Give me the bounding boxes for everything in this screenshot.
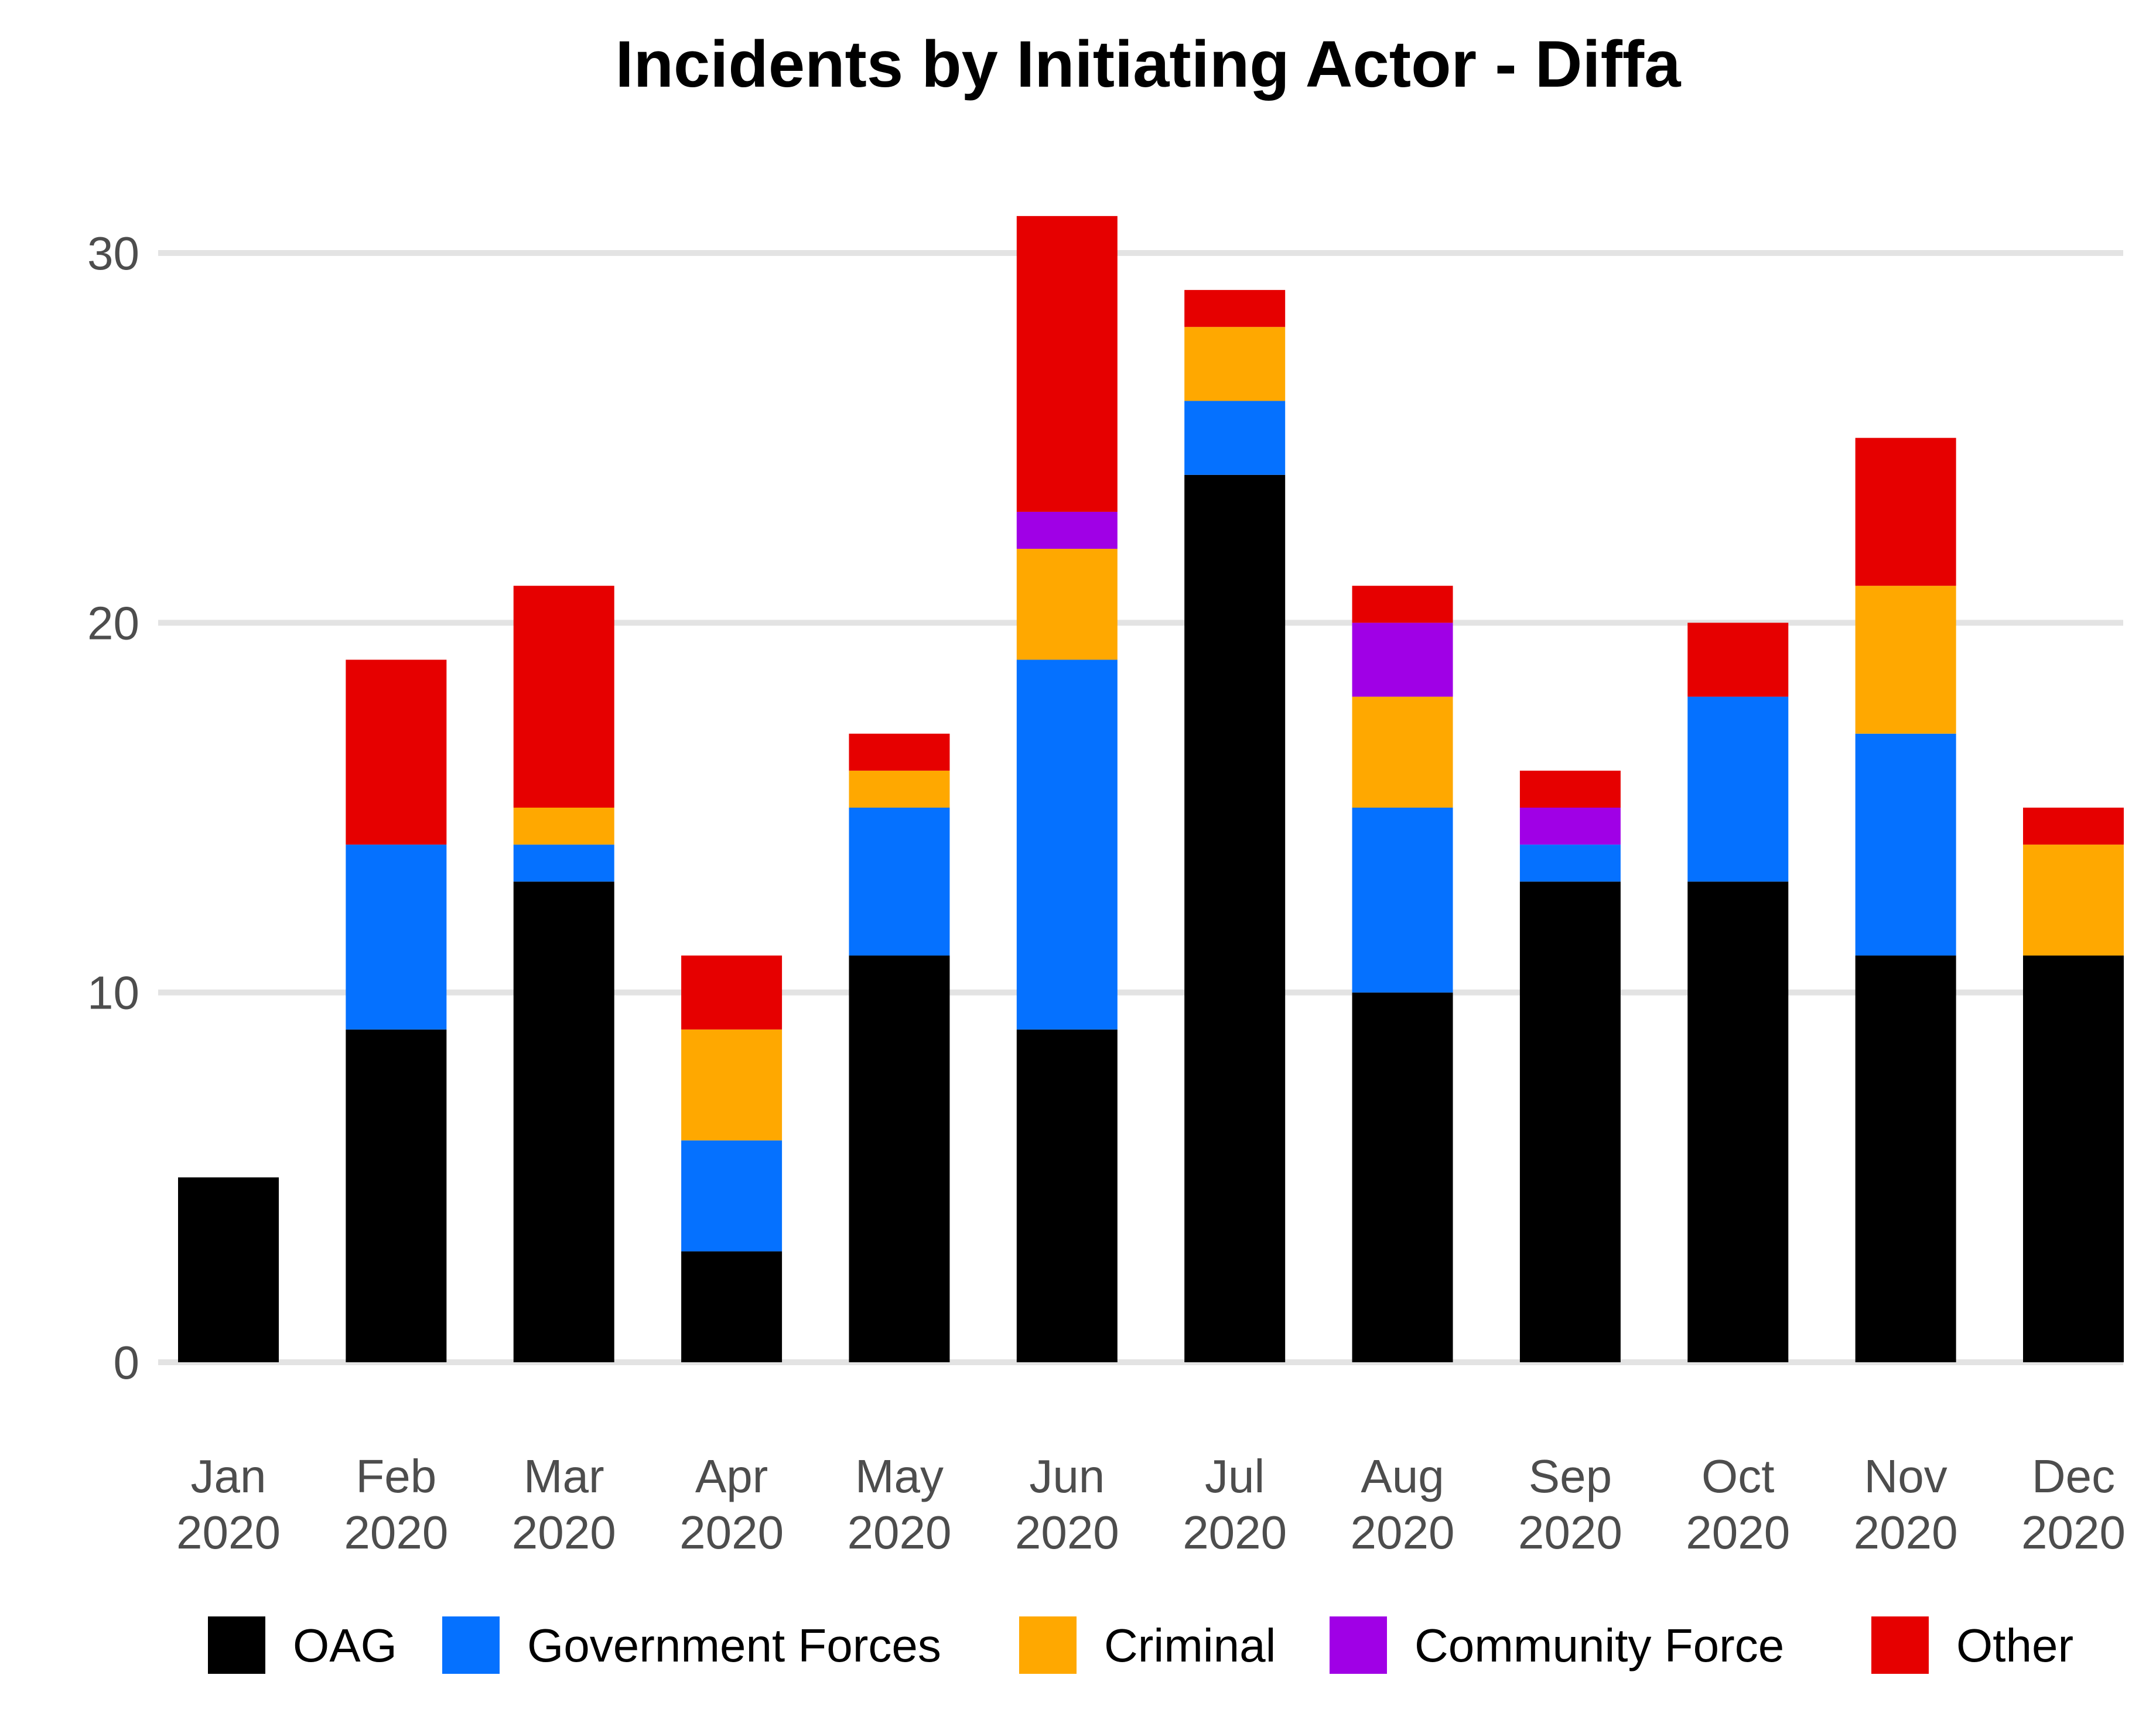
- bar-segment: [1519, 770, 1621, 808]
- bar-segment: [849, 770, 950, 808]
- bar-segment: [1687, 623, 1789, 697]
- x-tick-label: Sep 2020: [1518, 1450, 1622, 1558]
- y-tick-label: 20: [87, 597, 139, 649]
- bar-segment: [681, 1251, 783, 1362]
- x-tick-label: Apr 2020: [679, 1450, 784, 1558]
- chart-title: Incidents by Initiating Actor - Diffa: [615, 28, 1681, 101]
- y-tick-label: 30: [87, 227, 139, 279]
- bar-segment: [513, 808, 614, 845]
- bar-segment: [1519, 808, 1621, 845]
- bar-segment: [1016, 511, 1118, 549]
- x-tick-label: Mar 2020: [512, 1450, 616, 1558]
- legend-label: Community Force: [1414, 1619, 1784, 1671]
- x-tick-label: May 2020: [847, 1450, 951, 1558]
- x-tick-label: Feb 2020: [344, 1450, 448, 1558]
- bar-segment: [681, 955, 783, 1030]
- bar-segment: [1352, 623, 1453, 697]
- bar-segment: [681, 1140, 783, 1252]
- x-tick-label: Aug 2020: [1351, 1450, 1455, 1558]
- legend-label: Other: [1956, 1619, 2073, 1671]
- bar-segment: [1016, 659, 1118, 1030]
- y-axis-ticks: 0 10 20 30: [87, 227, 139, 1389]
- bar-segment: [1352, 992, 1453, 1362]
- bars: [178, 216, 2124, 1362]
- legend: OAG Government Forces Criminal Community Fo…: [208, 1616, 2073, 1674]
- bar-segment: [1352, 586, 1453, 623]
- legend-key: [1330, 1616, 1387, 1674]
- bar-segment: [1687, 696, 1789, 882]
- legend-label: Criminal: [1104, 1619, 1276, 1671]
- bar-segment: [513, 845, 614, 882]
- x-tick-label: Jun 2020: [1015, 1450, 1119, 1558]
- legend-key: [1871, 1616, 1929, 1674]
- bar-segment: [1184, 290, 1286, 327]
- bar-segment: [1519, 845, 1621, 882]
- x-tick-label: Jan 2020: [176, 1450, 281, 1558]
- bar-segment: [2023, 808, 2124, 845]
- bar-segment: [1855, 955, 1956, 1362]
- bar-segment: [1855, 437, 1956, 586]
- bar-segment: [346, 659, 447, 845]
- x-axis-ticks: Jan 2020 Feb 2020 Mar 2020 Apr 2020 May 2020 Jun 20…: [176, 1450, 2126, 1558]
- bar-segment: [1519, 881, 1621, 1362]
- y-tick-label: 10: [87, 967, 139, 1019]
- x-tick-label: Oct 2020: [1686, 1450, 1790, 1558]
- bar-segment: [2023, 845, 2124, 956]
- x-tick-label: Dec 2020: [2021, 1450, 2126, 1558]
- bar-segment: [1352, 696, 1453, 808]
- bar-segment: [1016, 216, 1118, 512]
- legend-key: [208, 1616, 265, 1674]
- legend-key: [442, 1616, 500, 1674]
- bar-segment: [1855, 586, 1956, 734]
- bar-segment: [1184, 401, 1286, 475]
- bar-segment: [1687, 881, 1789, 1362]
- grid-lines: [158, 250, 2123, 1365]
- bar-segment: [1016, 549, 1118, 660]
- bar-segment: [1184, 474, 1286, 1362]
- legend-label: OAG: [293, 1619, 397, 1671]
- bar-segment: [681, 1029, 783, 1141]
- bar-segment: [1352, 808, 1453, 993]
- y-tick-label: 0: [114, 1336, 140, 1389]
- bar-segment: [1016, 1029, 1118, 1362]
- x-tick-label: Nov 2020: [1854, 1450, 1958, 1558]
- bar-segment: [2023, 955, 2124, 1362]
- bar-segment: [178, 1177, 279, 1362]
- bar-segment: [346, 845, 447, 1030]
- bar-segment: [849, 955, 950, 1362]
- bar-segment: [849, 733, 950, 771]
- bar-segment: [849, 808, 950, 956]
- bar-segment: [513, 881, 614, 1362]
- bar-segment: [1855, 733, 1956, 956]
- bar-segment: [513, 586, 614, 808]
- bar-segment: [1184, 327, 1286, 401]
- x-tick-label: Jul 2020: [1183, 1450, 1287, 1558]
- bar-segment: [346, 1029, 447, 1362]
- legend-key: [1019, 1616, 1077, 1674]
- legend-label: Government Forces: [527, 1619, 941, 1671]
